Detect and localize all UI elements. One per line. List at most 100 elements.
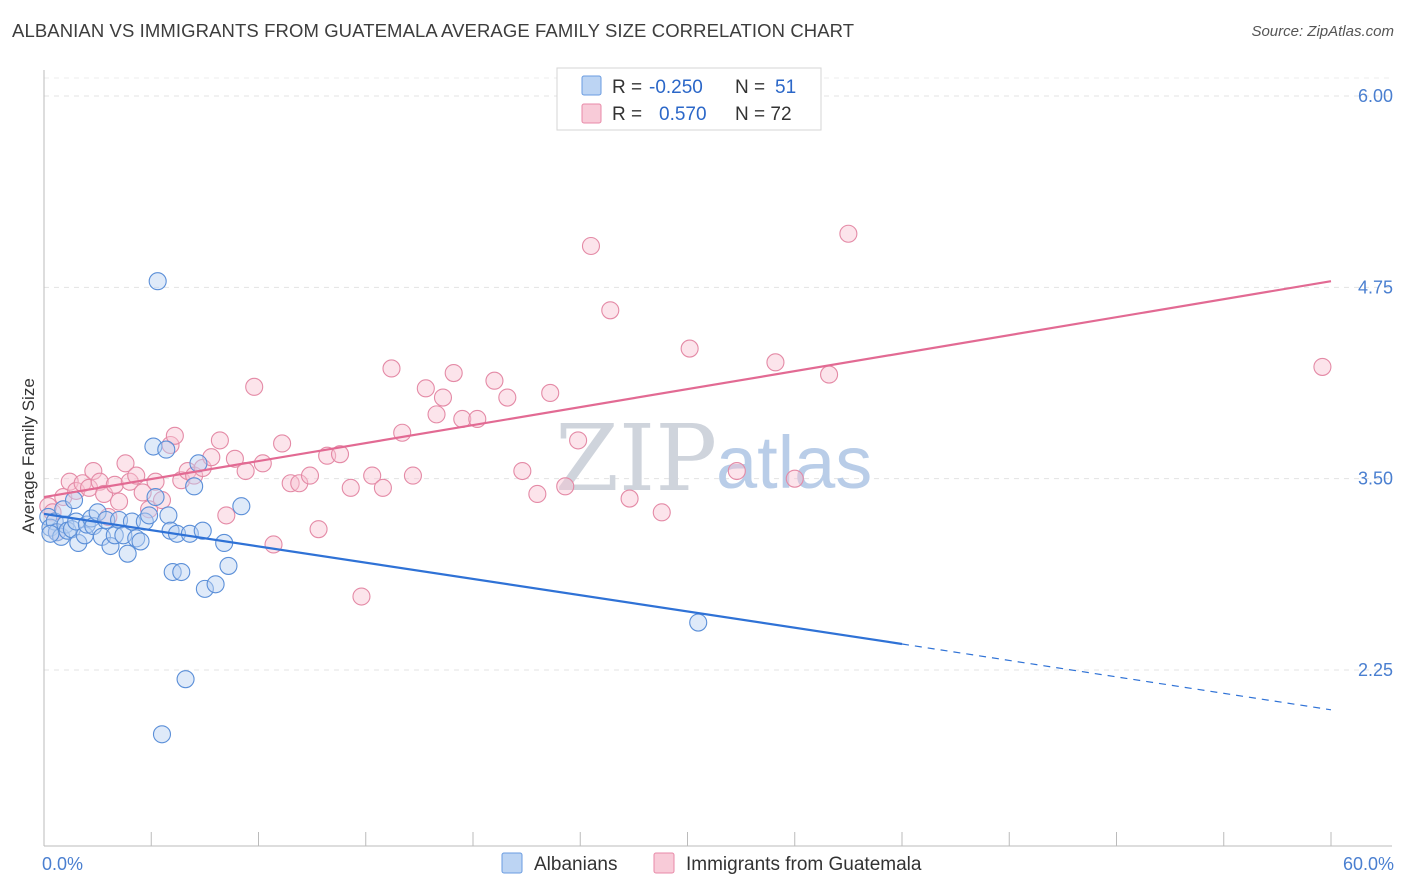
guatemala-point xyxy=(403,466,422,485)
y-tick-label: 6.00 xyxy=(1358,86,1393,106)
guatemala-point xyxy=(416,379,435,398)
legend-n-label-1: N = xyxy=(735,77,765,98)
guatemala-point xyxy=(820,365,839,384)
albanian-point xyxy=(146,487,165,507)
guatemala-point xyxy=(363,466,382,485)
y-tick-label: 2.25 xyxy=(1358,660,1393,680)
x-tick-label-max: 60.0% xyxy=(1343,854,1394,874)
chart-title: ALBANIAN VS IMMIGRANTS FROM GUATEMALA AV… xyxy=(12,20,855,41)
series-guatemala-points xyxy=(39,224,1332,606)
guatemala-point xyxy=(785,469,804,488)
guatemala-point xyxy=(110,492,129,511)
guatemala-point xyxy=(300,466,320,485)
guatemala-point xyxy=(1313,357,1332,376)
guatemala-point xyxy=(528,484,547,504)
y-axis-label: Average Family Size xyxy=(19,378,38,534)
bottom-legend-label-albanians: Albanians xyxy=(534,854,617,875)
guatemala-point xyxy=(146,472,165,491)
guatemala-point xyxy=(581,236,601,256)
albanian-point xyxy=(131,532,150,551)
axes xyxy=(43,70,1392,847)
guatemala-point xyxy=(253,454,272,473)
albanians-trend-extension xyxy=(901,643,1332,711)
bottom-legend-swatch-albanians xyxy=(501,852,523,874)
guatemala-point xyxy=(569,431,588,450)
albanian-point xyxy=(159,506,178,525)
albanian-point xyxy=(148,272,167,291)
albanian-point xyxy=(64,491,84,510)
legend-n-label-2: N = 72 xyxy=(735,104,792,125)
albanian-point xyxy=(232,497,251,516)
legend-r-label-2: R = xyxy=(612,104,642,125)
bottom-legend-swatch-guatemala xyxy=(653,852,675,874)
guatemala-point xyxy=(601,301,620,320)
guatemala-point xyxy=(498,388,517,407)
guatemala-point xyxy=(485,371,504,390)
bottom-legend-label-guatemala: Immigrants from Guatemala xyxy=(686,854,922,875)
legend-r-label-1: R = xyxy=(612,77,642,98)
albanians-trend-line xyxy=(43,512,903,646)
albanian-point xyxy=(41,524,60,543)
guatemala-point xyxy=(444,364,463,383)
x-tick-label-min: 0.0% xyxy=(42,854,83,874)
watermark-zip-text: ZIP xyxy=(555,405,717,512)
guatemala-point xyxy=(727,461,746,481)
legend-n-value-1: 51 xyxy=(775,77,796,98)
albanian-point xyxy=(172,562,191,582)
y-tick-labels: 2.25 3.50 4.75 6.00 xyxy=(1358,86,1393,680)
guatemala-point xyxy=(341,478,360,497)
albanian-point xyxy=(206,575,225,594)
albanian-point xyxy=(689,613,708,632)
guatemala-point xyxy=(620,489,639,508)
albanian-point xyxy=(195,579,214,598)
guatemala-point xyxy=(210,431,229,450)
watermark: ZIP atlas xyxy=(555,405,872,512)
albanian-point xyxy=(157,440,176,459)
guatemala-point xyxy=(116,454,135,473)
albanian-point xyxy=(118,544,137,563)
guatemala-point xyxy=(427,405,446,424)
guatemala-point xyxy=(373,478,392,497)
guatemala-point xyxy=(309,520,328,539)
source-credit: Source: ZipAtlas.com xyxy=(1251,23,1394,40)
guatemala-point xyxy=(273,434,292,453)
albanian-point xyxy=(176,670,195,689)
guatemala-point xyxy=(165,426,184,445)
legend-r-value-1: -0.250 xyxy=(649,77,703,98)
trend-lines xyxy=(43,280,1332,711)
legend-box: R = -0.250 N = 51 R = 0.570 N = 72 xyxy=(556,67,822,131)
guatemala-point xyxy=(225,449,244,468)
albanian-point xyxy=(152,725,172,744)
bottom-legend: Albanians Immigrants from Guatemala xyxy=(501,852,922,875)
guatemala-point xyxy=(352,587,371,606)
guatemala-point xyxy=(513,461,532,481)
albanian-point xyxy=(101,536,120,556)
albanian-point xyxy=(219,556,238,575)
guatemala-point xyxy=(839,224,858,243)
guatemala-point xyxy=(652,503,671,522)
albanian-point xyxy=(193,521,212,540)
y-tick-label: 4.75 xyxy=(1358,277,1393,297)
guatemala-point xyxy=(556,477,575,496)
guatemala-point xyxy=(680,339,699,358)
albanian-point xyxy=(69,533,88,553)
guatemala-point xyxy=(217,506,236,525)
gridlines xyxy=(44,77,1392,671)
albanian-point xyxy=(140,506,159,525)
watermark-atlas-text: atlas xyxy=(716,421,872,504)
guatemala-point xyxy=(245,377,264,396)
albanian-point xyxy=(185,477,204,496)
guatemala-point xyxy=(84,461,103,481)
guatemala-point xyxy=(382,359,401,378)
guatemala-point xyxy=(766,353,785,372)
y-tick-label: 3.50 xyxy=(1358,469,1393,489)
guatemala-point xyxy=(290,474,309,493)
guatemala-point xyxy=(330,445,350,464)
x-tick-marks xyxy=(150,832,1332,846)
legend-swatch-albanians xyxy=(581,75,602,96)
guatemala-point xyxy=(541,383,560,402)
guatemala-point xyxy=(433,388,453,407)
legend-r-value-2: 0.570 xyxy=(659,104,707,125)
legend-swatch-guatemala xyxy=(581,103,602,124)
